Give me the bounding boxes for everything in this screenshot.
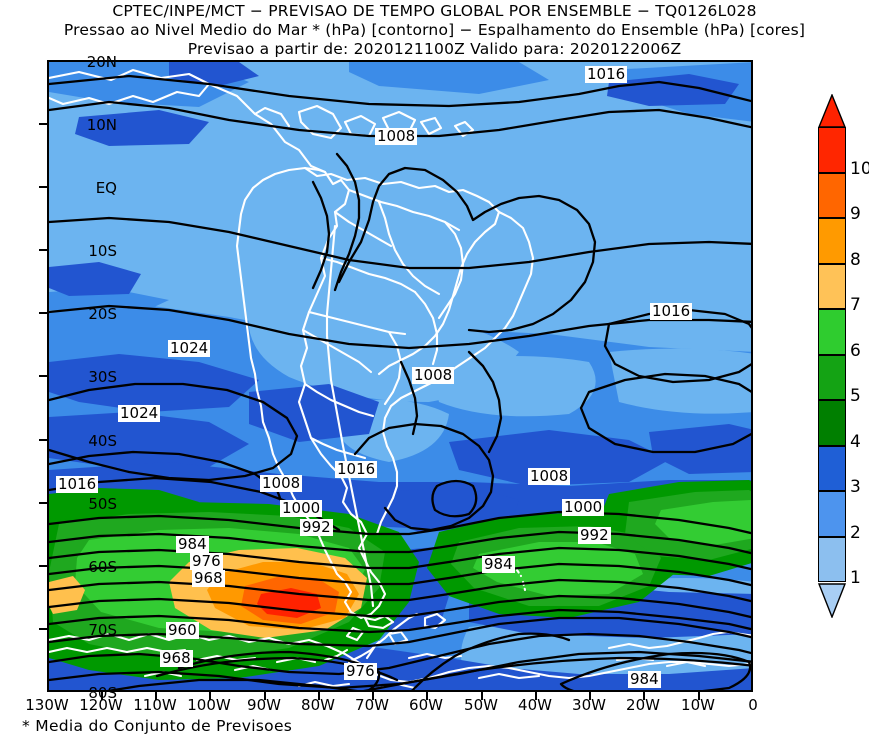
colorbar xyxy=(818,94,846,618)
contour-label: 1016 xyxy=(650,302,693,320)
colorbar-segment-7 xyxy=(818,263,846,309)
x-tick-label: 120W xyxy=(79,696,123,714)
title-line-1: CPTEC/INPE/MCT − PREVISAO DE TEMPO GLOBA… xyxy=(112,2,757,20)
y-tick-label: 20N xyxy=(86,53,117,71)
x-tick-label: 70W xyxy=(355,696,389,714)
contour-label: 1008 xyxy=(260,474,303,492)
colorbar-segment-10 xyxy=(818,127,846,173)
y-tick-label: 20S xyxy=(88,305,117,323)
x-tick-label: 40W xyxy=(518,696,552,714)
x-tick-label: 80W xyxy=(301,696,335,714)
x-tick-label: 100W xyxy=(187,696,231,714)
x-tick-label: 30W xyxy=(572,696,606,714)
colorbar-tick-label: 2 xyxy=(850,523,861,543)
contour-label: 1000 xyxy=(562,498,605,516)
x-tick-label: 110W xyxy=(133,696,177,714)
x-tick-label: 50W xyxy=(464,696,498,714)
contour-label: 968 xyxy=(192,569,225,587)
colorbar-segment-1 xyxy=(818,536,846,582)
colorbar-tick-label: 1 xyxy=(850,568,861,588)
contour-label: 968 xyxy=(160,649,193,667)
contour-label: 984 xyxy=(176,535,209,553)
colorbar-tick-label: 4 xyxy=(850,432,861,452)
colorbar-tick-label: 6 xyxy=(850,341,861,361)
colorbar-segment-2 xyxy=(818,491,846,537)
y-tick-label: 60S xyxy=(88,558,117,576)
map-frame xyxy=(47,60,753,692)
colorbar-arrow-top xyxy=(818,94,846,128)
colorbar-segment-5 xyxy=(818,354,846,400)
contour-label: 976 xyxy=(344,662,377,680)
title-line-2: Pressao ao Nivel Medio do Mar * (hPa) [c… xyxy=(63,21,806,39)
y-tick-label: EQ xyxy=(95,179,117,197)
y-tick-label: 10N xyxy=(86,116,117,134)
colorbar-segment-3 xyxy=(818,445,846,491)
y-tick-label: 70S xyxy=(88,621,117,639)
x-tick-label: 130W xyxy=(25,696,69,714)
colorbar-tick-label: 9 xyxy=(850,204,861,224)
x-tick-label: 90W xyxy=(247,696,281,714)
colorbar-segment-4 xyxy=(818,400,846,446)
contour-label: 1008 xyxy=(375,127,418,145)
colorbar-tick-label: 3 xyxy=(850,477,861,497)
x-tick-label: 20W xyxy=(626,696,660,714)
contour-label: 1016 xyxy=(585,65,628,83)
y-tick-label: 50S xyxy=(88,495,117,513)
contour-label: 984 xyxy=(482,555,515,573)
title-line-3: Previsao a partir de: 2020121100Z Valido… xyxy=(187,40,682,58)
colorbar-segment-9 xyxy=(818,172,846,218)
y-tick-label: 30S xyxy=(88,368,117,386)
colorbar-tick-label: 5 xyxy=(850,386,861,406)
colorbar-tick-label: 10 xyxy=(850,159,869,179)
x-tick-label: 10W xyxy=(681,696,715,714)
contour-label: 976 xyxy=(190,552,223,570)
colorbar-segment-8 xyxy=(818,218,846,264)
map-plot-area xyxy=(47,60,753,692)
contour-label: 992 xyxy=(300,518,333,536)
contour-label: 992 xyxy=(578,526,611,544)
contour-label: 1024 xyxy=(168,339,211,357)
y-tick-label: 10S xyxy=(88,242,117,260)
contour-label: 1000 xyxy=(280,499,323,517)
colorbar-arrow-bottom xyxy=(818,583,846,618)
contour-label: 960 xyxy=(166,621,199,639)
contour-label: 1016 xyxy=(56,475,99,493)
footnote: * Media do Conjunto de Previsoes xyxy=(22,717,293,735)
contour-label: 1008 xyxy=(528,467,571,485)
x-tick-label: 60W xyxy=(409,696,443,714)
x-tick-label: 0 xyxy=(748,696,758,714)
map-canvas xyxy=(49,62,751,690)
y-tick-label: 40S xyxy=(88,432,117,450)
contour-label: 1008 xyxy=(412,366,455,384)
colorbar-segment-6 xyxy=(818,309,846,355)
contour-label: 984 xyxy=(628,670,661,688)
contour-label: 1016 xyxy=(335,460,378,478)
contour-label: 1024 xyxy=(118,404,161,422)
colorbar-tick-label: 8 xyxy=(850,250,861,270)
colorbar-tick-label: 7 xyxy=(850,295,861,315)
